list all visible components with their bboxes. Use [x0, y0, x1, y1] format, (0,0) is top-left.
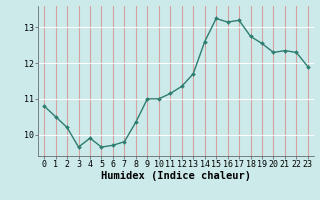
X-axis label: Humidex (Indice chaleur): Humidex (Indice chaleur): [101, 171, 251, 181]
